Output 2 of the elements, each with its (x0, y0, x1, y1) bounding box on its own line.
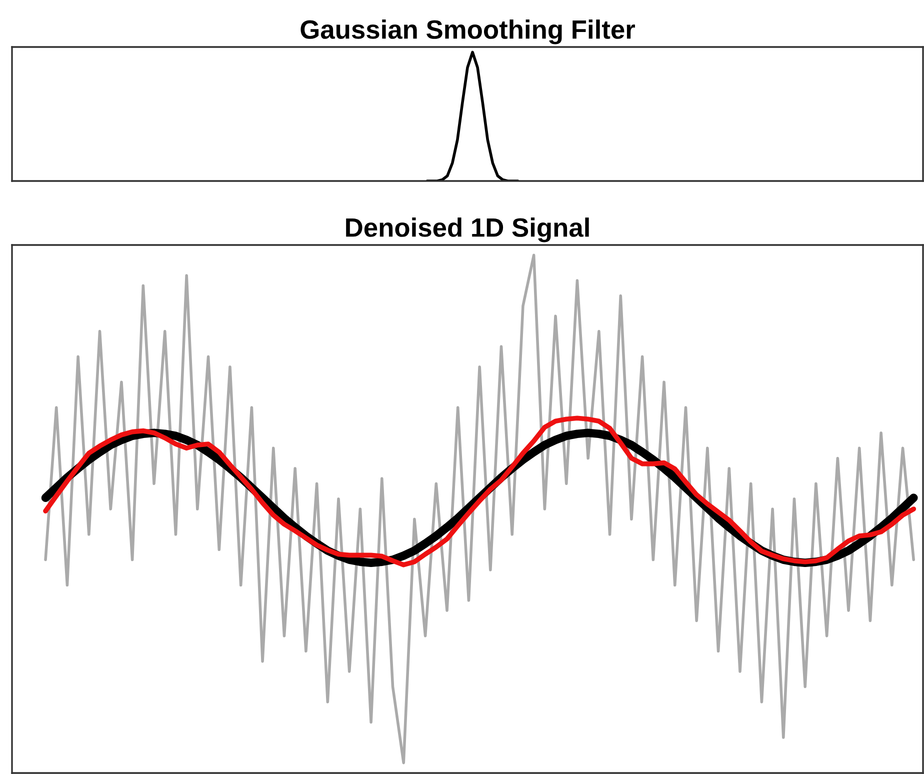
chart-title: Gaussian Smoothing Filter (300, 20, 635, 44)
chart-title: Denoised 1D Signal (346, 218, 589, 242)
